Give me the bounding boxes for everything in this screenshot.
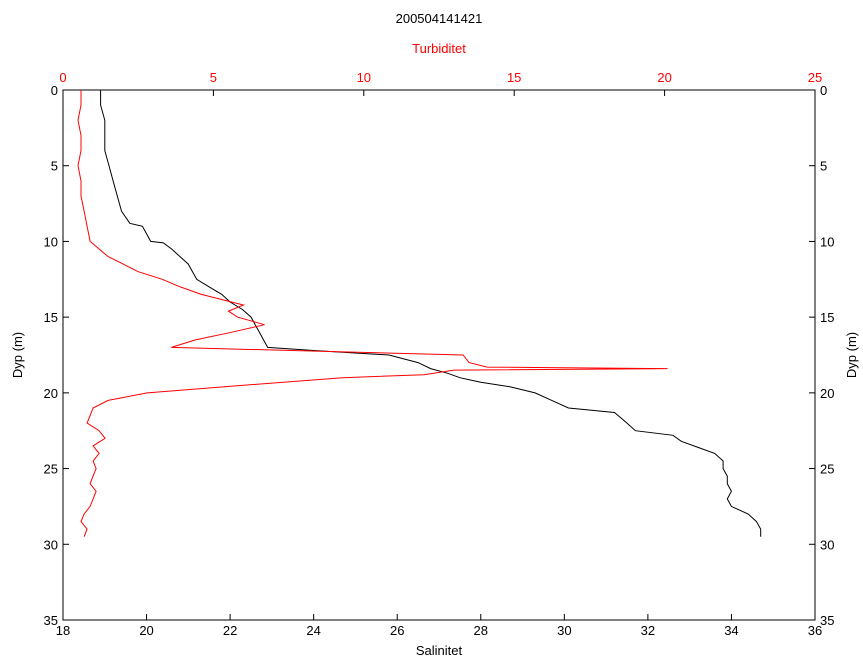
- right-tick-label: 20: [820, 386, 834, 401]
- salinity-line: [100, 90, 762, 537]
- right-tick-label: 5: [820, 159, 827, 174]
- right-axis-label: Dyp (m): [844, 332, 859, 378]
- bottom-tick-label: 24: [306, 623, 320, 638]
- chart-title: 200504141421: [396, 11, 483, 26]
- left-tick-label: 25: [44, 462, 58, 477]
- right-tick-label: 10: [820, 234, 834, 249]
- right-tick-label: 25: [820, 462, 834, 477]
- bottom-tick-label: 28: [474, 623, 488, 638]
- bottom-tick-label: 32: [641, 623, 655, 638]
- bottom-tick-label: 26: [390, 623, 404, 638]
- left-tick-label: 30: [44, 537, 58, 552]
- bottom-tick-label: 22: [223, 623, 237, 638]
- plot-frame: [62, 89, 816, 621]
- bottom-tick-label: 18: [56, 623, 70, 638]
- top-tick-label: 25: [808, 70, 822, 85]
- left-tick-label: 35: [44, 613, 58, 628]
- turbidity-line: [77, 90, 668, 537]
- left-axis-label: Dyp (m): [10, 332, 25, 378]
- right-tick-label: 35: [820, 613, 834, 628]
- series-layer: [77, 90, 762, 537]
- right-tick-label: 30: [820, 537, 834, 552]
- top-tick-label: 10: [357, 70, 371, 85]
- left-tick-label: 15: [44, 310, 58, 325]
- tick-marks: 18 20 22 24 26 28 30 32 34 360 5 10 15 20 250 05 510 1015…: [44, 70, 835, 638]
- top-tick-label: 20: [657, 70, 671, 85]
- bottom-tick-label: 36: [808, 623, 822, 638]
- bottom-axis-label: Salinitet: [416, 643, 463, 658]
- bottom-tick-label: 30: [557, 623, 571, 638]
- left-tick-label: 10: [44, 234, 58, 249]
- bottom-tick-label: 20: [139, 623, 153, 638]
- left-tick-label: 5: [51, 159, 58, 174]
- right-tick-label: 15: [820, 310, 834, 325]
- top-axis-label: Turbiditet: [412, 41, 466, 56]
- top-tick-label: 15: [507, 70, 521, 85]
- right-tick-label: 0: [820, 83, 827, 98]
- top-tick-label: 5: [210, 70, 217, 85]
- left-tick-label: 0: [51, 83, 58, 98]
- bottom-tick-label: 34: [724, 623, 738, 638]
- top-tick-label: 0: [59, 70, 66, 85]
- left-tick-label: 20: [44, 386, 58, 401]
